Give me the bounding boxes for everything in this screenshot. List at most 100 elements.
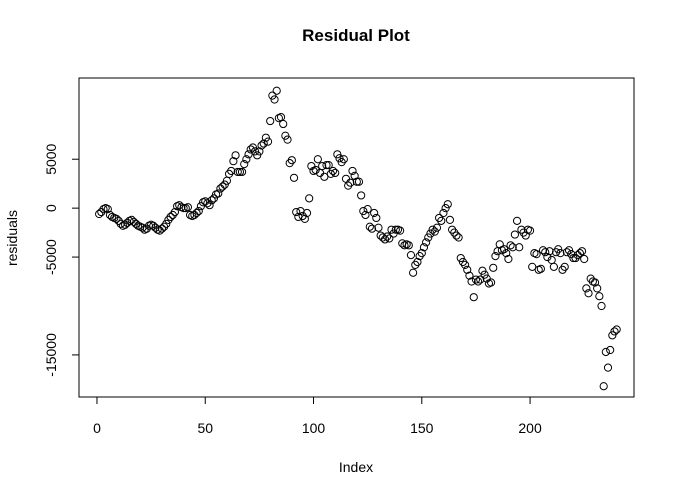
point <box>597 301 606 311</box>
point <box>233 167 242 177</box>
point <box>229 157 238 166</box>
point <box>276 113 286 122</box>
point <box>426 229 435 238</box>
point <box>610 327 619 336</box>
point <box>367 224 377 233</box>
point <box>339 155 348 164</box>
point <box>569 253 578 263</box>
point <box>166 212 175 222</box>
point <box>463 265 472 274</box>
point <box>261 133 270 142</box>
point <box>480 270 489 279</box>
point <box>541 248 550 257</box>
point <box>105 210 115 220</box>
x-tick-label: 200 <box>518 420 542 436</box>
point <box>123 218 132 227</box>
point <box>259 139 268 148</box>
point <box>471 275 481 284</box>
point <box>333 150 342 159</box>
point <box>203 199 212 208</box>
point <box>272 86 281 95</box>
point <box>313 155 322 164</box>
y-tick-label: 5000 <box>43 143 59 174</box>
point <box>103 205 112 214</box>
point <box>478 266 487 275</box>
point <box>112 214 121 224</box>
point <box>179 204 188 213</box>
point <box>575 249 584 258</box>
point <box>220 180 229 189</box>
point <box>192 208 201 218</box>
point <box>432 223 442 232</box>
point <box>372 213 381 223</box>
point <box>194 206 203 216</box>
point <box>506 241 515 250</box>
point <box>318 161 327 171</box>
point <box>350 171 359 180</box>
point <box>452 231 461 240</box>
point <box>121 220 130 229</box>
point <box>549 262 558 271</box>
point <box>404 241 413 250</box>
point <box>240 160 249 169</box>
point <box>441 204 450 213</box>
point <box>235 167 244 177</box>
point <box>289 173 299 182</box>
point <box>335 154 344 163</box>
point <box>445 215 455 224</box>
point <box>562 248 571 257</box>
point <box>556 249 565 258</box>
point <box>437 216 446 225</box>
point <box>257 141 266 150</box>
point <box>489 263 498 272</box>
point <box>510 230 520 239</box>
point <box>385 234 394 243</box>
point <box>521 231 530 240</box>
point <box>554 245 563 254</box>
point <box>196 202 206 211</box>
x-tick-label: 150 <box>410 420 434 436</box>
point <box>374 223 383 232</box>
chart-title: Residual Plot <box>302 26 410 45</box>
point <box>302 208 312 218</box>
point <box>242 155 251 164</box>
point <box>209 194 219 203</box>
y-tick-label: -5000 <box>43 239 59 275</box>
point <box>577 247 587 256</box>
point <box>270 95 279 104</box>
point <box>279 119 288 129</box>
x-tick-label: 50 <box>197 420 213 436</box>
point <box>456 253 465 263</box>
point <box>439 208 448 218</box>
point <box>283 135 292 144</box>
point <box>231 151 240 160</box>
point <box>246 145 255 154</box>
point <box>248 143 257 152</box>
point <box>227 166 236 176</box>
point <box>253 151 262 160</box>
point <box>292 207 301 217</box>
point <box>406 251 416 260</box>
point <box>244 150 253 159</box>
point <box>341 174 351 183</box>
point <box>469 293 478 302</box>
point <box>508 243 517 252</box>
point <box>214 189 223 198</box>
point <box>237 167 247 177</box>
point <box>396 226 405 235</box>
point <box>300 214 309 224</box>
point <box>606 345 615 355</box>
point <box>149 221 158 230</box>
point <box>324 160 333 170</box>
point <box>465 271 474 280</box>
point <box>311 165 320 175</box>
point <box>383 232 392 241</box>
point <box>305 194 314 203</box>
point <box>454 233 463 242</box>
point <box>359 206 368 216</box>
point <box>612 325 621 334</box>
point <box>162 219 171 228</box>
point <box>331 168 340 178</box>
point <box>430 227 439 236</box>
